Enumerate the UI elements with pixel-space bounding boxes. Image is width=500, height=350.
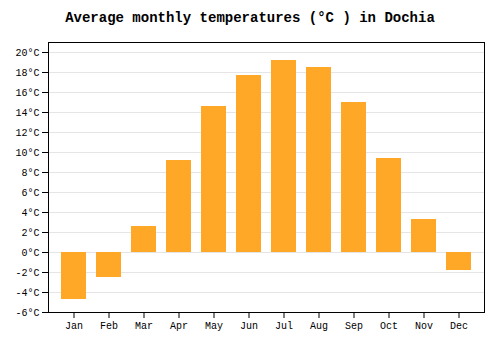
svg-text:16°C: 16°C — [15, 88, 39, 99]
svg-text:Jun: Jun — [240, 321, 258, 332]
html-text:Average monthly temperatures (: Average monthly temperatures (°C ) in Do… — [65, 10, 435, 26]
svg-text:14°C: 14°C — [15, 108, 39, 119]
svg-text:Mar: Mar — [135, 321, 153, 332]
svg-text:Feb: Feb — [100, 321, 118, 332]
svg-text:May: May — [205, 321, 223, 332]
svg-text:Nov: Nov — [415, 321, 433, 332]
svg-text:Oct: Oct — [380, 321, 398, 332]
svg-text:10°C: 10°C — [15, 148, 39, 159]
svg-text:20°C: 20°C — [15, 48, 39, 59]
svg-text:Jul: Jul — [275, 321, 293, 332]
svg-text:Sep: Sep — [345, 321, 363, 332]
svg-text:Dec: Dec — [450, 321, 468, 332]
svg-text:18°C: 18°C — [15, 68, 39, 79]
svg-text:Apr: Apr — [170, 321, 188, 332]
svg-text:4°C: 4°C — [21, 208, 39, 219]
svg-text:8°C: 8°C — [21, 168, 39, 179]
svg-text:-2°C: -2°C — [15, 268, 39, 279]
svg-text:6°C: 6°C — [21, 188, 39, 199]
svg-text:Jan: Jan — [65, 321, 83, 332]
svg-text:-4°C: -4°C — [15, 288, 39, 299]
svg-text:12°C: 12°C — [15, 128, 39, 139]
svg-text:Aug: Aug — [310, 321, 328, 332]
svg-text:2°C: 2°C — [21, 228, 39, 239]
svg-text:0°C: 0°C — [21, 248, 39, 259]
svg-text:-6°C: -6°C — [15, 308, 39, 319]
